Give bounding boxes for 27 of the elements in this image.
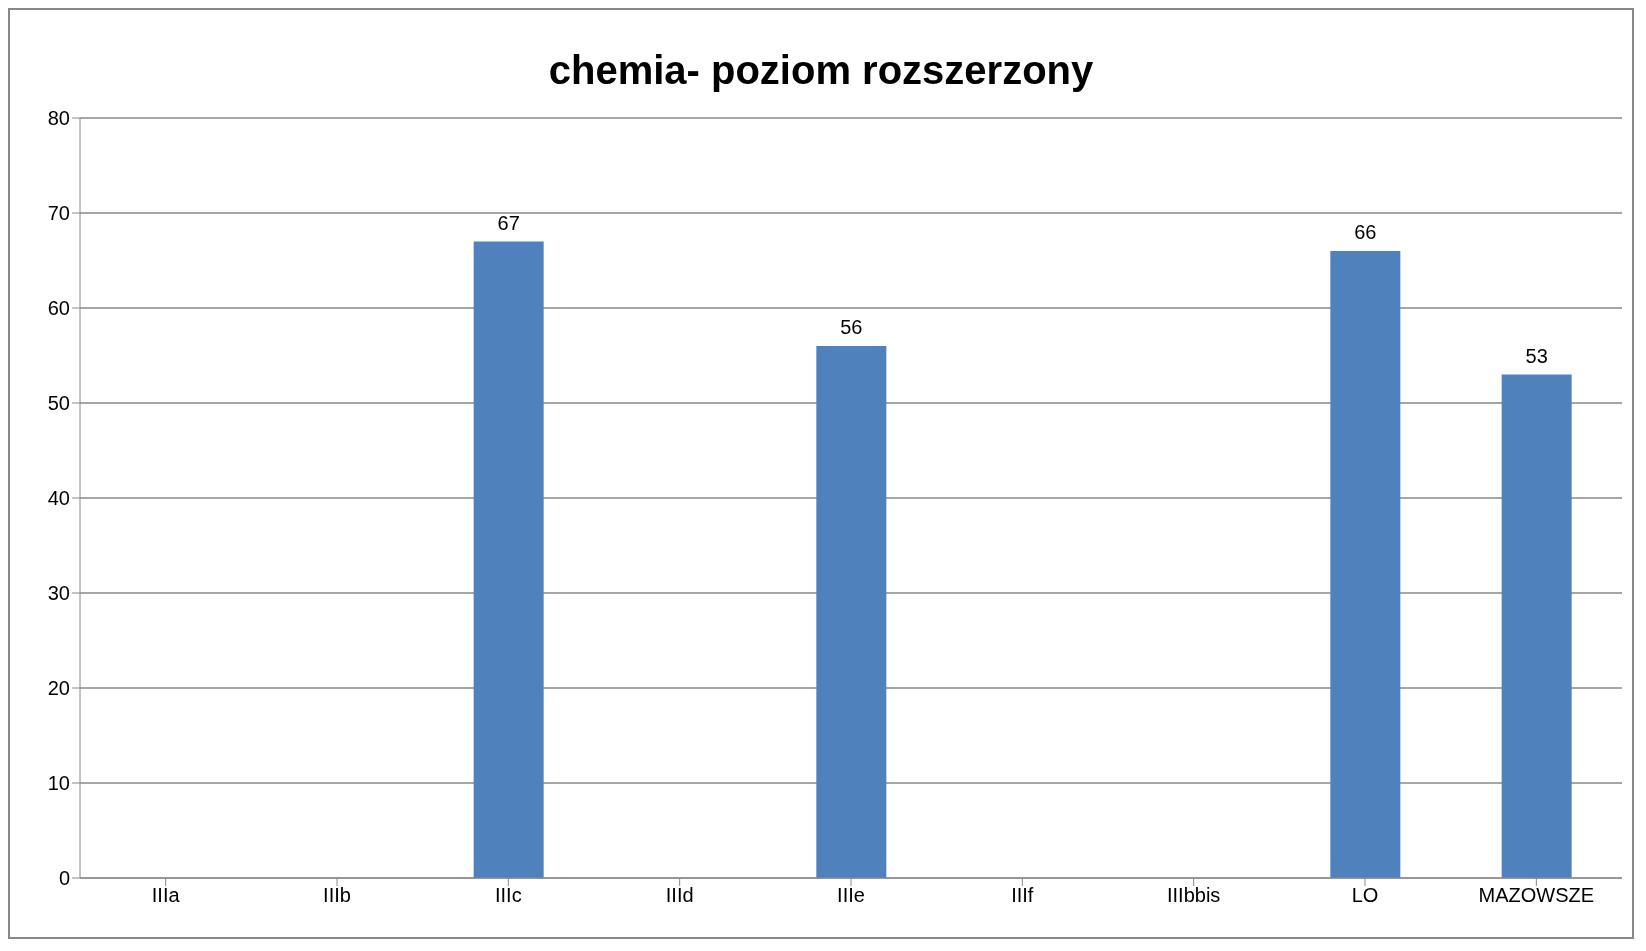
y-tick-label: 30 bbox=[47, 582, 70, 605]
y-tick-label: 70 bbox=[47, 202, 70, 225]
y-tick-label: 40 bbox=[47, 487, 70, 510]
y-tick-label: 60 bbox=[47, 297, 70, 320]
chart-title: chemia- poziom rozszerzony bbox=[547, 48, 1095, 94]
y-tick-label: 20 bbox=[47, 677, 70, 700]
x-tick-label: IIIf bbox=[1011, 884, 1034, 907]
data-label: 53 bbox=[1525, 344, 1548, 367]
y-tick-label: 0 bbox=[58, 867, 70, 890]
x-tick-label: IIId bbox=[665, 884, 694, 907]
data-label: 66 bbox=[1354, 221, 1377, 243]
y-tick-label: 10 bbox=[47, 772, 70, 795]
bar bbox=[1330, 251, 1401, 878]
data-label: 67 bbox=[497, 211, 520, 234]
y-tick-label: 80 bbox=[47, 107, 70, 130]
x-tick-label: IIIbbis bbox=[1166, 884, 1221, 907]
data-label: 56 bbox=[840, 316, 863, 338]
x-tick-label: LO bbox=[1351, 884, 1379, 907]
x-tick-label: IIIa bbox=[151, 884, 181, 907]
x-tick-label: IIIb bbox=[323, 884, 351, 907]
bar bbox=[473, 241, 544, 878]
bar bbox=[1501, 374, 1572, 878]
x-tick-label: MAZOWSZE bbox=[1478, 884, 1595, 907]
x-tick-label: IIIc bbox=[495, 884, 522, 907]
y-tick-label: 50 bbox=[47, 392, 70, 415]
bar bbox=[816, 346, 887, 878]
x-tick-label: IIIe bbox=[837, 884, 865, 907]
